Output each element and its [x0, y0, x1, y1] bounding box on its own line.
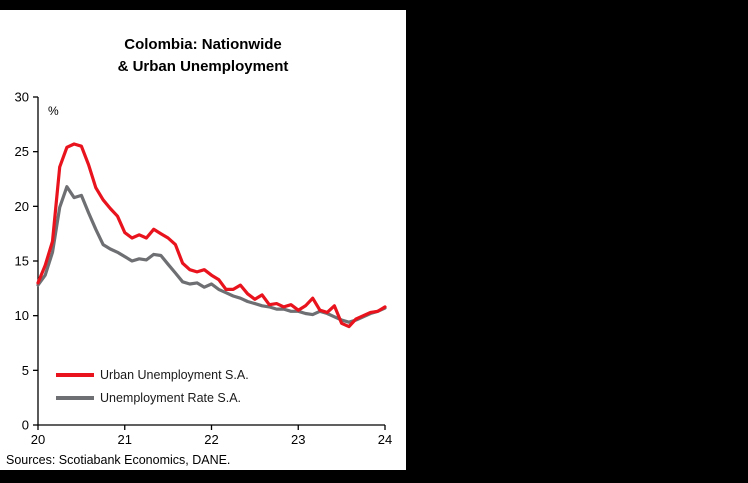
y-tick-label: 20 — [15, 199, 29, 214]
x-tick-label: 23 — [291, 432, 305, 447]
x-tick-label: 24 — [378, 432, 392, 447]
legend-item-urban: Urban Unemployment S.A. — [56, 366, 249, 384]
urban-line-swatch — [56, 373, 94, 377]
source-note: Sources: Scotiabank Economics, DANE. — [6, 453, 231, 467]
legend-label-national: Unemployment Rate S.A. — [100, 391, 242, 405]
y-tick-label: 10 — [15, 308, 29, 323]
line-chart: 0 5 10 15 20 25 30 20 21 22 23 24% — [15, 90, 393, 448]
y-tick-label: 25 — [15, 144, 29, 159]
chart-legend: Urban Unemployment S.A. Unemployment Rat… — [56, 366, 249, 407]
chart-title-line1: Colombia: Nationwide — [124, 36, 282, 53]
urban-unemployment-s-a-line — [36, 142, 387, 329]
chart-title-line2: & Urban Unemployment — [117, 58, 289, 75]
x-tick-label: 22 — [204, 432, 218, 447]
unit-label: % — [48, 104, 59, 118]
legend-item-national: Unemployment Rate S.A. — [56, 389, 249, 407]
legend-label-urban: Urban Unemployment S.A. — [100, 368, 249, 382]
x-tick-label: 20 — [31, 432, 45, 447]
y-tick-label: 5 — [22, 363, 29, 378]
x-tick-label: 21 — [118, 432, 132, 447]
y-tick-label: 30 — [15, 90, 29, 105]
national-line-swatch — [56, 396, 94, 400]
y-tick-label: 15 — [15, 254, 29, 269]
y-tick-label: 0 — [22, 418, 29, 433]
unemployment-rate-s-a-line — [36, 185, 387, 324]
chart-panel: Colombia: Nationwide & Urban Unemploymen… — [0, 10, 406, 470]
chart-title: Colombia: Nationwide & Urban Unemploymen… — [0, 34, 406, 78]
